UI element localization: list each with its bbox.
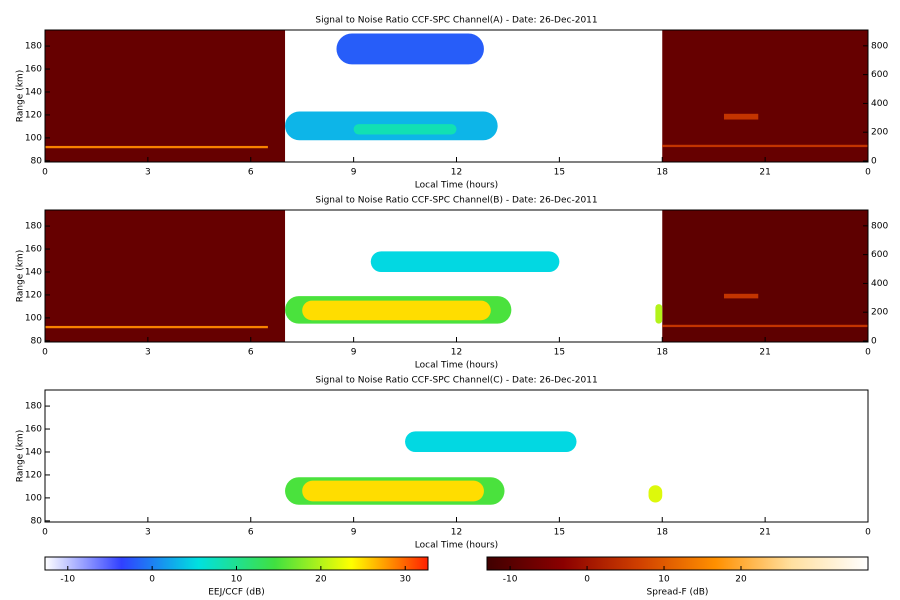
x-tick-label: 3 [145, 528, 151, 538]
y2-tick-label: 800 [871, 221, 888, 231]
x-tick-label: 9 [351, 168, 357, 178]
x-tick-label: 15 [554, 168, 565, 178]
colorbar [486, 556, 869, 571]
x-tick-label: 18 [657, 348, 669, 358]
echo-cell [662, 144, 868, 148]
x-tick-label: 18 [657, 528, 669, 538]
y-tick-label: 180 [25, 42, 42, 52]
echo-cell [336, 33, 484, 65]
echo-cell [723, 113, 759, 120]
y-tick-label: 140 [25, 447, 42, 457]
y2-tick-label: 0 [871, 336, 877, 346]
echo-cell [723, 293, 759, 299]
y-tick-label: 160 [25, 65, 42, 75]
y2-tick-label: 400 [871, 99, 888, 109]
y2-tick-label: 400 [871, 279, 888, 289]
y-tick-label: 120 [25, 470, 42, 480]
y-tick-label: 140 [25, 267, 42, 277]
colorbar-tick-label: 30 [399, 575, 411, 585]
echo-cell [655, 304, 663, 324]
x-tick-label: 12 [451, 348, 462, 358]
echo-cell [45, 325, 268, 329]
y-tick-label: 120 [25, 110, 42, 120]
panel-title: Signal to Noise Ratio CCF-SPC Channel(A)… [315, 16, 597, 26]
x-tick-label: 0 [42, 168, 48, 178]
y2-tick-label: 200 [871, 128, 888, 138]
colorbar-label: Spread-F (dB) [647, 588, 709, 598]
x-tick-label: 0 [42, 528, 48, 538]
echo-cell [302, 300, 491, 321]
y2-tick-label: 0 [871, 156, 877, 166]
echo-cell [45, 30, 286, 162]
echo-cell [302, 480, 484, 502]
echo-cell [662, 30, 868, 162]
echo-cell [405, 431, 577, 452]
y2-tick-label: 800 [871, 41, 888, 51]
colorbar-label: EEJ/CCF (dB) [208, 588, 265, 598]
colorbar-tick-label: 0 [149, 575, 155, 585]
x-tick-label: 21 [759, 528, 770, 538]
y-tick-label: 160 [25, 245, 42, 255]
panel-title: Signal to Noise Ratio CCF-SPC Channel(B)… [315, 196, 597, 206]
echo-cell [662, 210, 868, 342]
echo-cell [370, 251, 560, 272]
x-tick-label: 6 [248, 348, 254, 358]
echo-cell [648, 485, 663, 503]
y-axis-label: Range (km) [16, 70, 26, 122]
x-tick-label: 6 [248, 528, 254, 538]
x-tick-label: 9 [351, 528, 357, 538]
y-tick-label: 140 [25, 87, 42, 97]
y-tick-label: 80 [31, 336, 43, 346]
x-tick-label: 0 [865, 348, 871, 358]
x-tick-label: 12 [451, 528, 462, 538]
y-tick-label: 120 [25, 290, 42, 300]
x-tick-label: 15 [554, 528, 565, 538]
colorbar-tick-label: -10 [60, 575, 75, 585]
x-tick-label: 6 [248, 168, 254, 178]
colorbar-tick-label: 10 [658, 575, 670, 585]
y-tick-label: 80 [31, 516, 43, 526]
x-tick-label: 21 [759, 168, 770, 178]
colorbar-tick-label: 20 [735, 575, 747, 585]
x-tick-label: 0 [865, 168, 871, 178]
panel-title: Signal to Noise Ratio CCF-SPC Channel(C)… [315, 376, 597, 386]
x-tick-label: 9 [351, 348, 357, 358]
x-axis-label: Local Time (hours) [415, 541, 498, 551]
x-tick-label: 18 [657, 168, 669, 178]
y-axis-label: Range (km) [16, 250, 26, 302]
y-tick-label: 180 [25, 402, 42, 412]
x-tick-label: 3 [145, 348, 151, 358]
y-tick-label: 180 [25, 222, 42, 232]
y-tick-label: 80 [31, 156, 43, 166]
x-tick-label: 15 [554, 348, 565, 358]
x-tick-label: 12 [451, 168, 462, 178]
colorbar-tick-label: -10 [503, 575, 518, 585]
x-axis-label: Local Time (hours) [415, 181, 498, 191]
y2-tick-label: 600 [871, 70, 888, 80]
y-tick-label: 100 [25, 493, 42, 503]
x-tick-label: 0 [865, 528, 871, 538]
echo-cell [662, 324, 868, 328]
x-tick-label: 3 [145, 168, 151, 178]
colorbar-tick-label: 0 [584, 575, 590, 585]
y2-tick-label: 600 [871, 250, 888, 260]
echo-cell [45, 210, 286, 342]
y2-tick-label: 200 [871, 308, 888, 318]
y-tick-label: 160 [25, 425, 42, 435]
echo-cell [353, 124, 457, 135]
colorbar-tick-label: 20 [315, 575, 327, 585]
x-tick-label: 21 [759, 348, 770, 358]
echo-cell [45, 145, 268, 149]
y-axis-label: Range (km) [16, 430, 26, 482]
y-tick-label: 100 [25, 133, 42, 143]
x-tick-label: 0 [42, 348, 48, 358]
colorbar-tick-label: 10 [231, 575, 243, 585]
y-tick-label: 100 [25, 313, 42, 323]
x-axis-label: Local Time (hours) [415, 361, 498, 371]
